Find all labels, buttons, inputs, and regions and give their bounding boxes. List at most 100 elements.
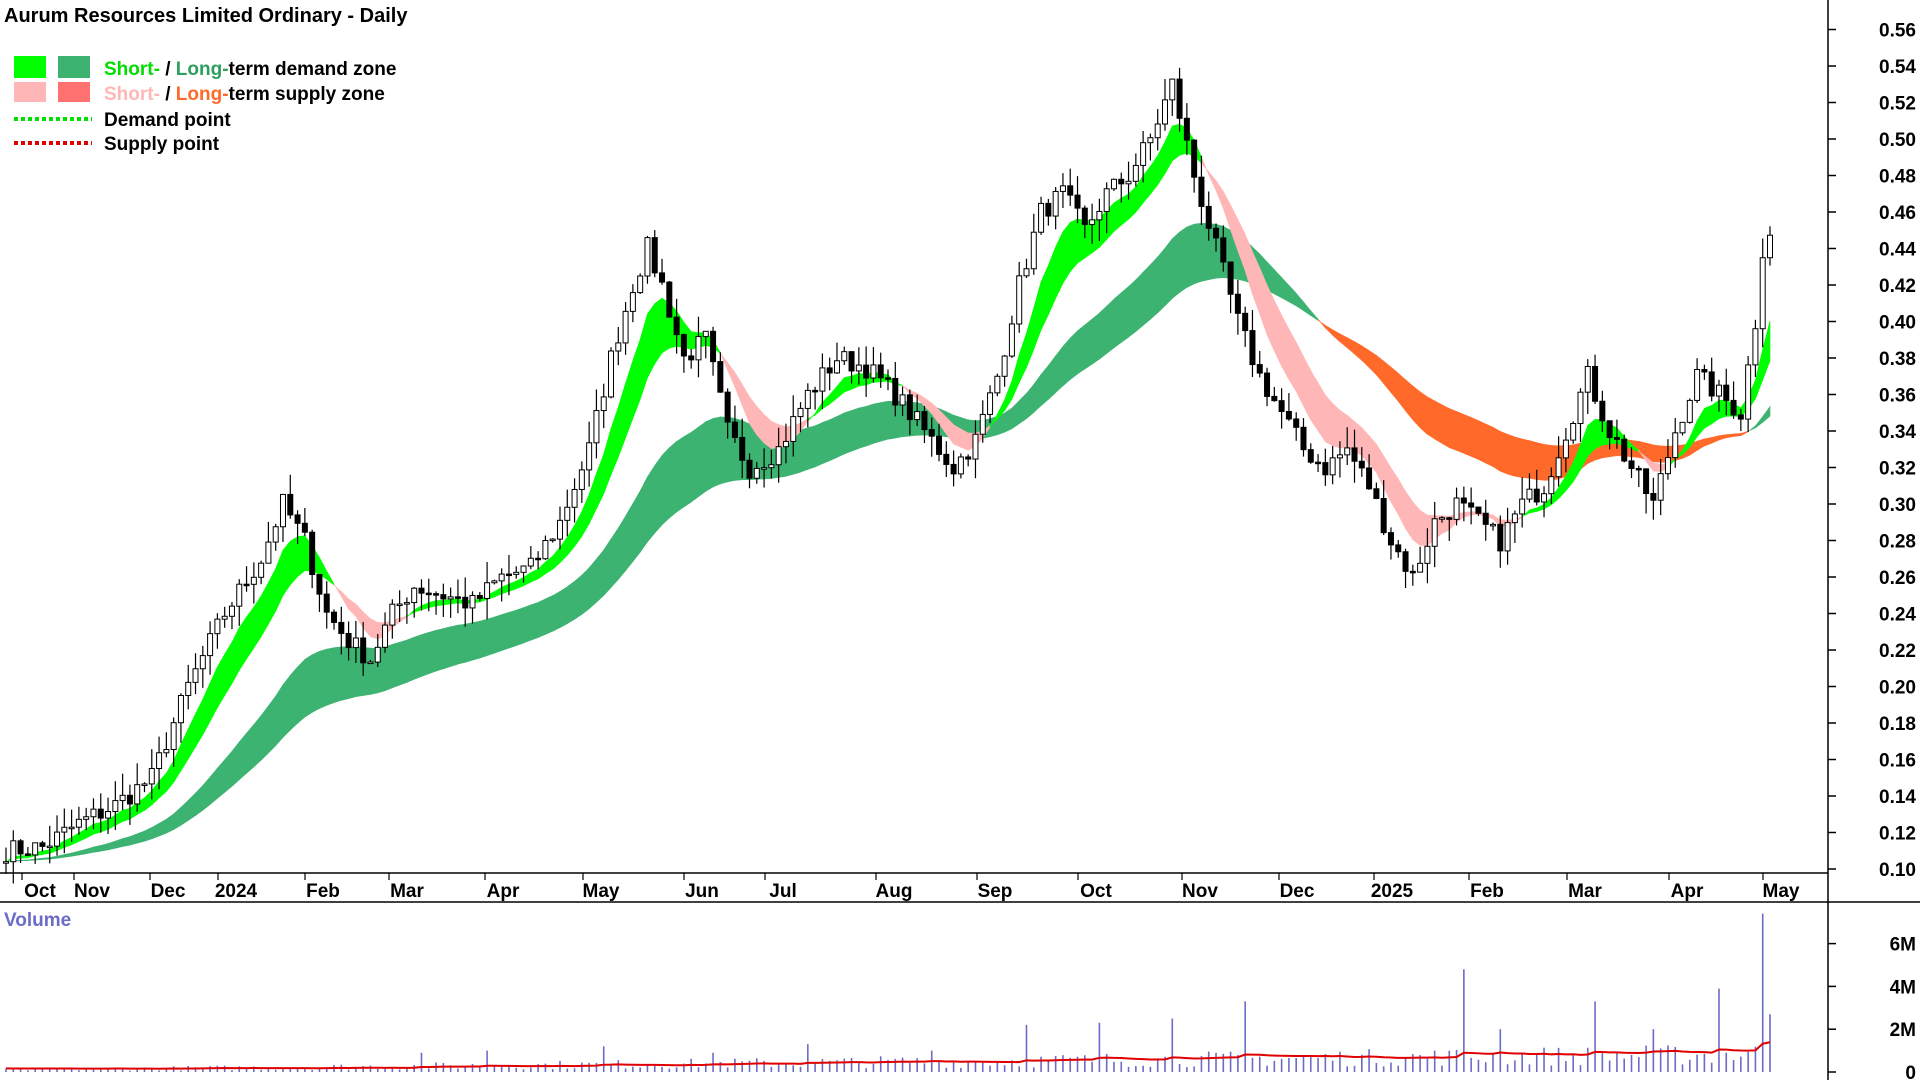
legend-short-label: Short- xyxy=(104,59,160,80)
candle-body xyxy=(39,842,46,847)
long-term-zone-segment xyxy=(581,567,590,615)
long-term-zone-segment xyxy=(1500,430,1508,475)
candle-body xyxy=(637,275,644,294)
short-term-zone-segment xyxy=(617,383,626,458)
long-term-zone-segment xyxy=(1536,442,1545,481)
long-term-zone-segment xyxy=(1711,435,1720,444)
long-term-zone-segment xyxy=(1419,391,1428,435)
long-term-zone-segment xyxy=(807,425,816,470)
candle-body xyxy=(1132,164,1139,182)
candle-body xyxy=(1059,185,1066,192)
candle-body xyxy=(1154,123,1161,139)
long-term-zone-segment xyxy=(1128,279,1137,338)
candle-body xyxy=(1125,180,1132,185)
candle-body xyxy=(24,853,31,856)
price-tick-label: 0.36 xyxy=(1879,386,1916,407)
short-term-zone-segment xyxy=(1142,165,1151,204)
candle-body xyxy=(1737,414,1744,420)
candle-body xyxy=(608,350,615,398)
candle-body xyxy=(731,421,738,438)
candle-body xyxy=(1198,176,1205,207)
candle-body xyxy=(476,594,483,599)
candle-body xyxy=(1285,410,1292,420)
candle-body xyxy=(578,469,585,490)
short-term-zone-segment xyxy=(1696,407,1705,438)
long-term-zone-segment xyxy=(1383,360,1392,394)
short-term-zone-segment xyxy=(238,615,247,672)
short-term-zone-segment xyxy=(836,376,845,399)
short-term-zone-segment xyxy=(20,855,29,859)
long-term-zone-segment xyxy=(428,629,437,675)
short-term-zone-segment xyxy=(501,583,510,595)
legend-swatch-long-demand xyxy=(58,56,90,78)
long-term-zone-segment xyxy=(209,767,218,806)
candle-body xyxy=(396,603,403,607)
candle-body xyxy=(520,565,527,573)
short-term-zone-segment xyxy=(1055,231,1064,299)
candle-body xyxy=(600,396,607,412)
long-term-zone-segment xyxy=(282,674,291,739)
long-term-zone-segment xyxy=(625,502,634,572)
candle-body xyxy=(819,367,826,392)
candle-body xyxy=(1497,523,1504,552)
short-term-zone-segment xyxy=(275,549,284,612)
time-tick-label: Apr xyxy=(1671,881,1704,902)
candle-body xyxy=(1161,99,1168,125)
short-term-zone-segment xyxy=(654,297,663,365)
candle-body xyxy=(1402,551,1409,572)
short-term-zone-segment xyxy=(1120,193,1129,226)
long-term-zone-segment xyxy=(676,436,685,513)
long-term-zone-segment xyxy=(1514,436,1523,478)
long-term-zone-segment xyxy=(894,400,903,439)
short-term-zone-segment xyxy=(1084,219,1093,259)
candle-body xyxy=(279,493,286,528)
short-term-zone-segment xyxy=(603,428,612,494)
candle-body xyxy=(367,661,374,665)
short-term-zone-segment xyxy=(851,372,860,390)
candle-body xyxy=(433,593,440,596)
long-term-zone-segment xyxy=(1412,385,1421,429)
time-tick-label: 2024 xyxy=(215,881,258,902)
long-term-zone-segment xyxy=(1747,425,1756,433)
long-term-zone-segment xyxy=(1171,231,1180,300)
short-term-zone-segment xyxy=(399,615,408,623)
long-term-zone-segment xyxy=(1448,408,1457,451)
candle-body xyxy=(199,655,206,670)
candle-body xyxy=(1708,371,1715,397)
long-term-zone-segment xyxy=(1288,284,1297,307)
candle-body xyxy=(753,467,760,479)
candle-body xyxy=(892,377,899,406)
price-tick-label: 0.46 xyxy=(1879,203,1916,224)
short-term-zone-segment xyxy=(1018,332,1027,383)
long-term-zone-segment xyxy=(690,426,699,503)
price-tick-label: 0.32 xyxy=(1879,459,1916,480)
candle-body xyxy=(979,413,986,435)
short-term-zone-segment xyxy=(326,570,335,586)
candle-body xyxy=(1504,522,1511,552)
short-term-zone-segment xyxy=(1069,218,1078,273)
candle-body xyxy=(1460,497,1467,504)
candle-body xyxy=(943,453,950,465)
candle-body xyxy=(1030,231,1037,270)
long-term-zone-segment xyxy=(1704,437,1712,447)
long-term-zone-segment xyxy=(1390,366,1399,403)
long-term-zone-segment xyxy=(712,416,721,488)
long-term-zone-segment xyxy=(1653,444,1661,463)
long-term-zone-segment xyxy=(1441,404,1450,449)
short-term-zone-segment xyxy=(78,828,87,842)
legend-entry-demand-zone: Short- / Long-term demand zone xyxy=(104,59,396,80)
long-term-zone-segment xyxy=(603,538,612,597)
candle-body xyxy=(411,587,418,604)
short-term-zone-segment xyxy=(530,568,539,583)
candle-body xyxy=(1358,460,1365,469)
long-term-zone-segment xyxy=(166,813,174,834)
short-term-zone-segment xyxy=(93,822,102,835)
candle-body xyxy=(1628,460,1635,469)
long-term-zone-segment xyxy=(100,843,109,852)
price-tick-label: 0.52 xyxy=(1879,94,1916,115)
long-term-zone-segment xyxy=(64,852,72,858)
candle-body xyxy=(1679,421,1686,434)
candle-body xyxy=(250,576,257,585)
candle-body xyxy=(1205,205,1212,229)
